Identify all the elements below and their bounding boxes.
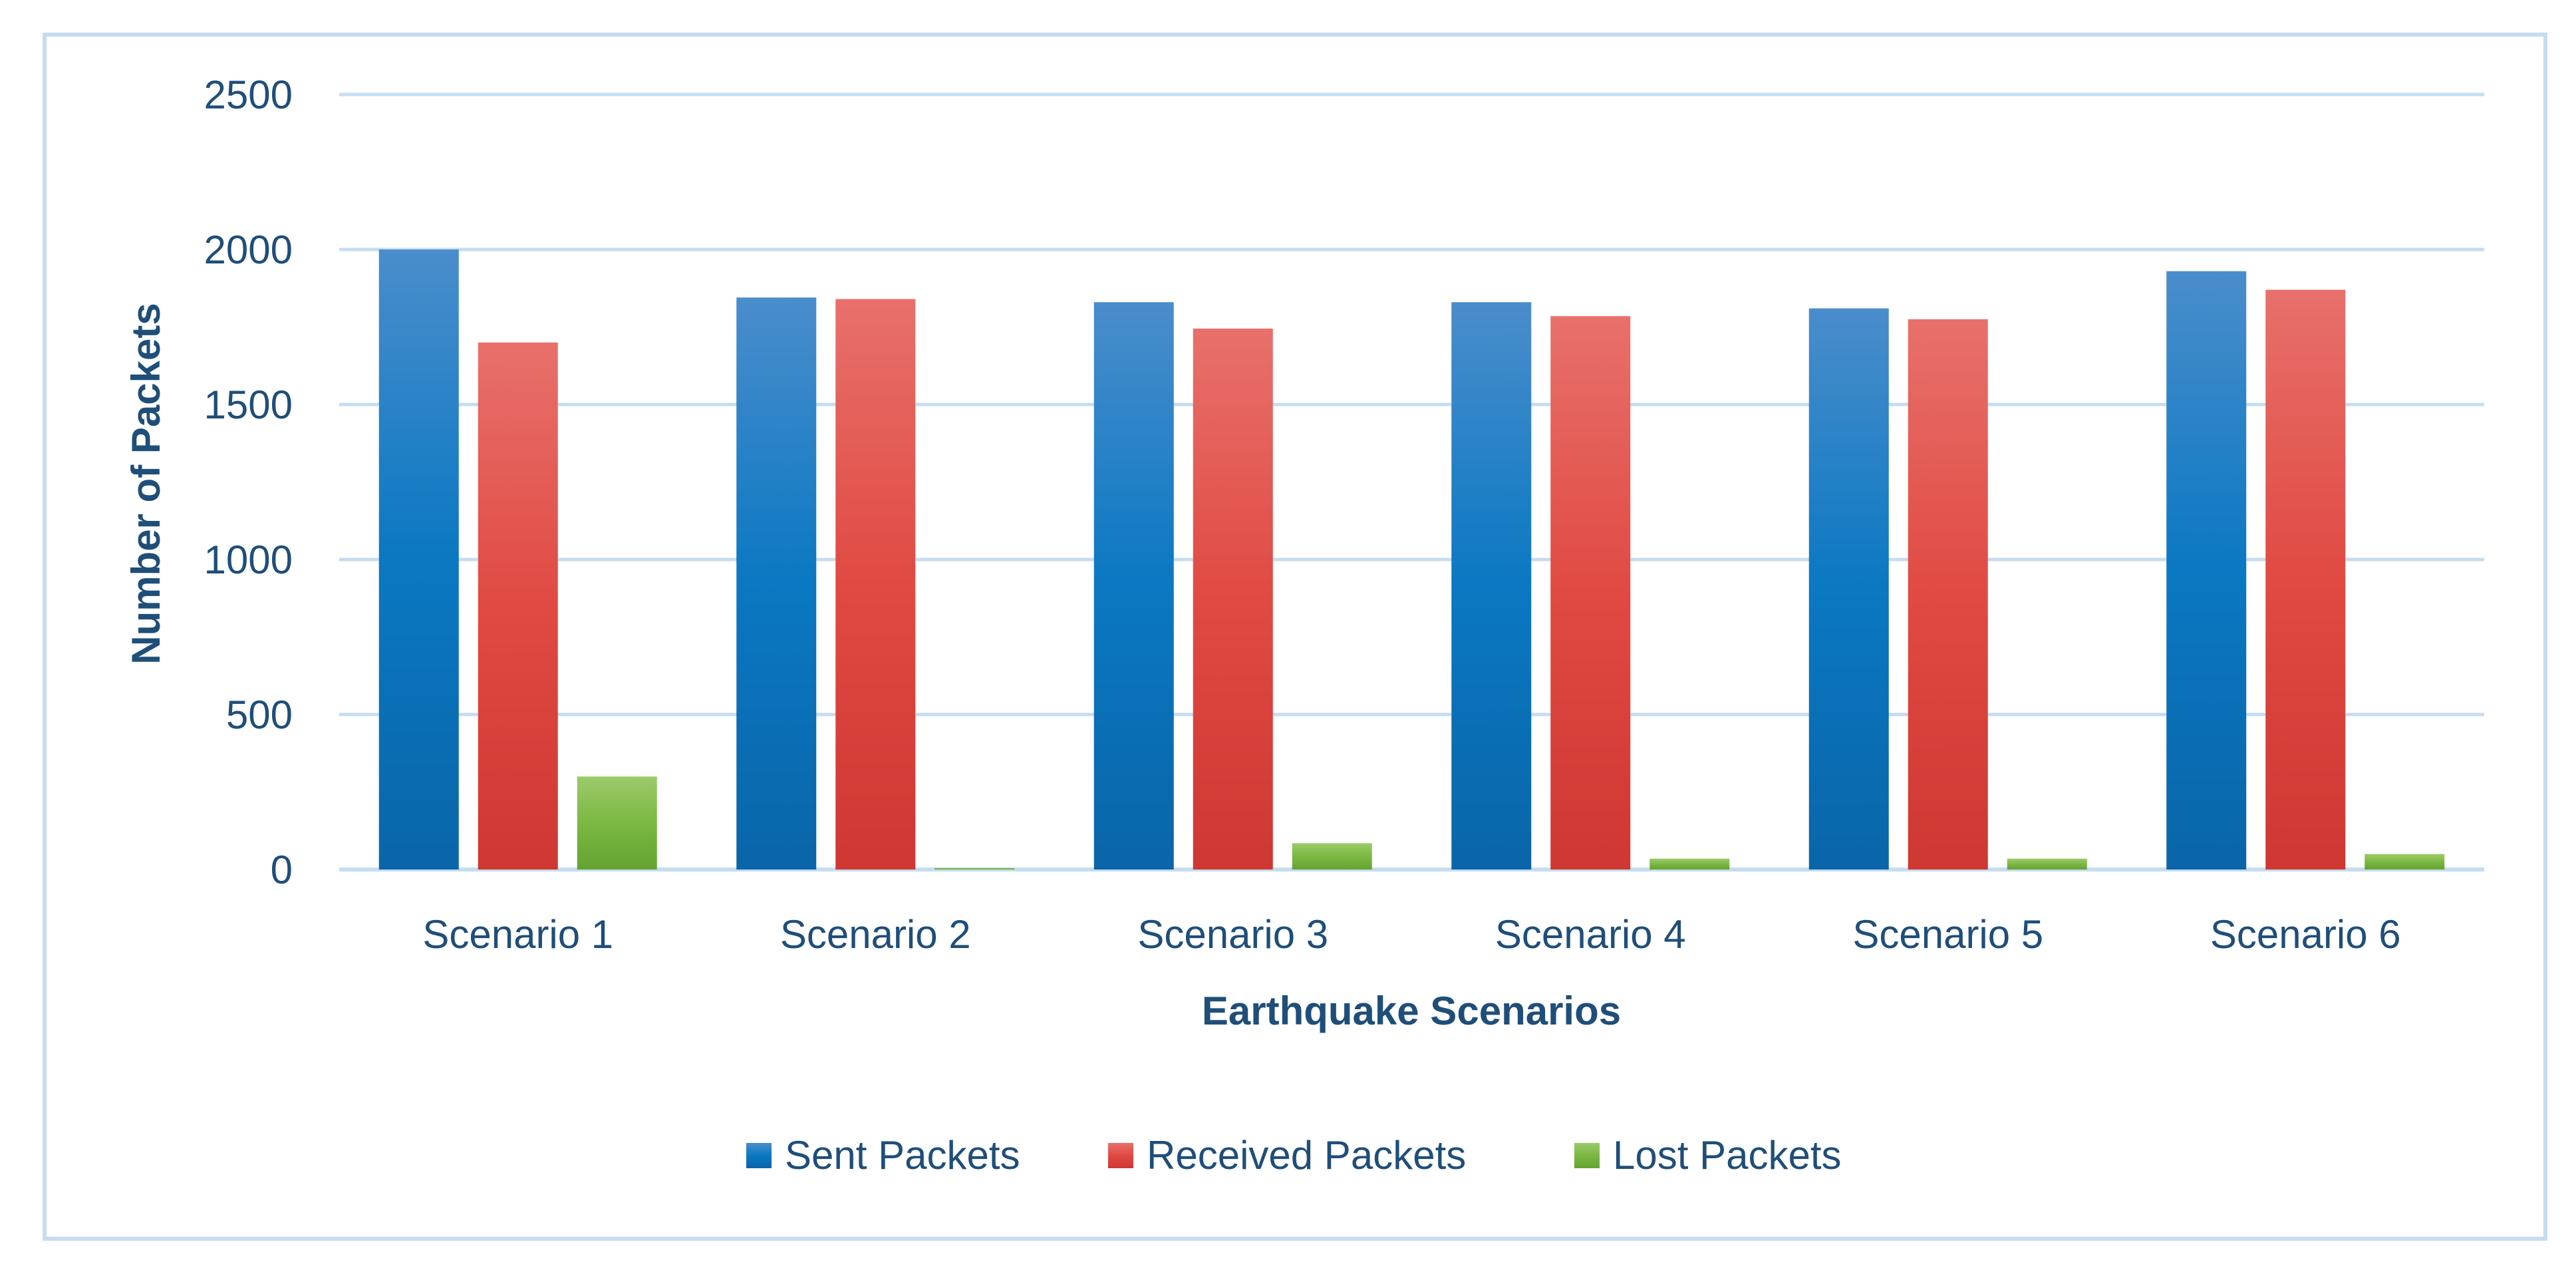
bar-sent-packets-2 (736, 297, 817, 870)
x-tick-label: Scenario 5 (1852, 912, 2043, 957)
y-axis-ticks: 0 500 1000 1500 2000 2500 (204, 73, 293, 892)
x-tick-label: Scenario 3 (1137, 912, 1328, 957)
bar-received-packets-4 (1550, 316, 1631, 870)
bar-received-packets-2 (835, 299, 916, 870)
x-tick-label: Scenario 6 (2210, 912, 2401, 957)
legend-label: Received Packets (1147, 1133, 1466, 1178)
bar-sent-packets-4 (1451, 302, 1532, 870)
y-tick-label: 1000 (204, 538, 293, 582)
x-axis-ticks: Scenario 1 Scenario 2 Scenario 3 Scenario 4… (422, 912, 2400, 957)
bar-sent-packets-1 (378, 249, 459, 870)
x-tick-label: Scenario 4 (1495, 912, 1686, 957)
bar-lost-packets-4 (1649, 858, 1730, 870)
bar-lost-packets-3 (1292, 843, 1372, 870)
bar-received-packets-6 (2265, 289, 2346, 870)
legend-swatch-lost-packets (1574, 1143, 1600, 1168)
legend: Sent Packets Received Packets Lost Packets (746, 1133, 1842, 1178)
legend-label: Sent Packets (785, 1133, 1020, 1178)
y-axis-title: Number of Packets (124, 303, 168, 665)
y-tick-label: 500 (226, 693, 293, 737)
bar-sent-packets-3 (1093, 302, 1174, 870)
gridlines (339, 92, 2484, 872)
chart-border (43, 33, 2547, 1241)
legend-swatch-received-packets (1108, 1143, 1133, 1168)
y-tick-label: 2500 (204, 73, 293, 117)
bar-sent-packets-6 (2166, 271, 2247, 870)
bar-lost-packets-2 (934, 868, 1015, 870)
x-tick-label: Scenario 2 (780, 912, 971, 957)
y-tick-label: 2000 (204, 228, 293, 272)
y-tick-label: 0 (271, 848, 293, 892)
bar-sent-packets-5 (1808, 308, 1889, 870)
x-axis-title: Earthquake Scenarios (1202, 989, 1621, 1033)
bars (378, 249, 2445, 870)
legend-swatch-sent-packets (746, 1143, 772, 1168)
y-tick-label: 1500 (204, 383, 293, 427)
bar-lost-packets-5 (2007, 858, 2087, 870)
bar-received-packets-5 (1908, 319, 1988, 870)
bar-received-packets-3 (1193, 328, 1273, 870)
bar-lost-packets-6 (2364, 854, 2445, 870)
bar-received-packets-1 (478, 342, 558, 870)
x-tick-label: Scenario 1 (422, 912, 613, 957)
bar-lost-packets-1 (577, 776, 657, 870)
legend-label: Lost Packets (1613, 1133, 1842, 1178)
